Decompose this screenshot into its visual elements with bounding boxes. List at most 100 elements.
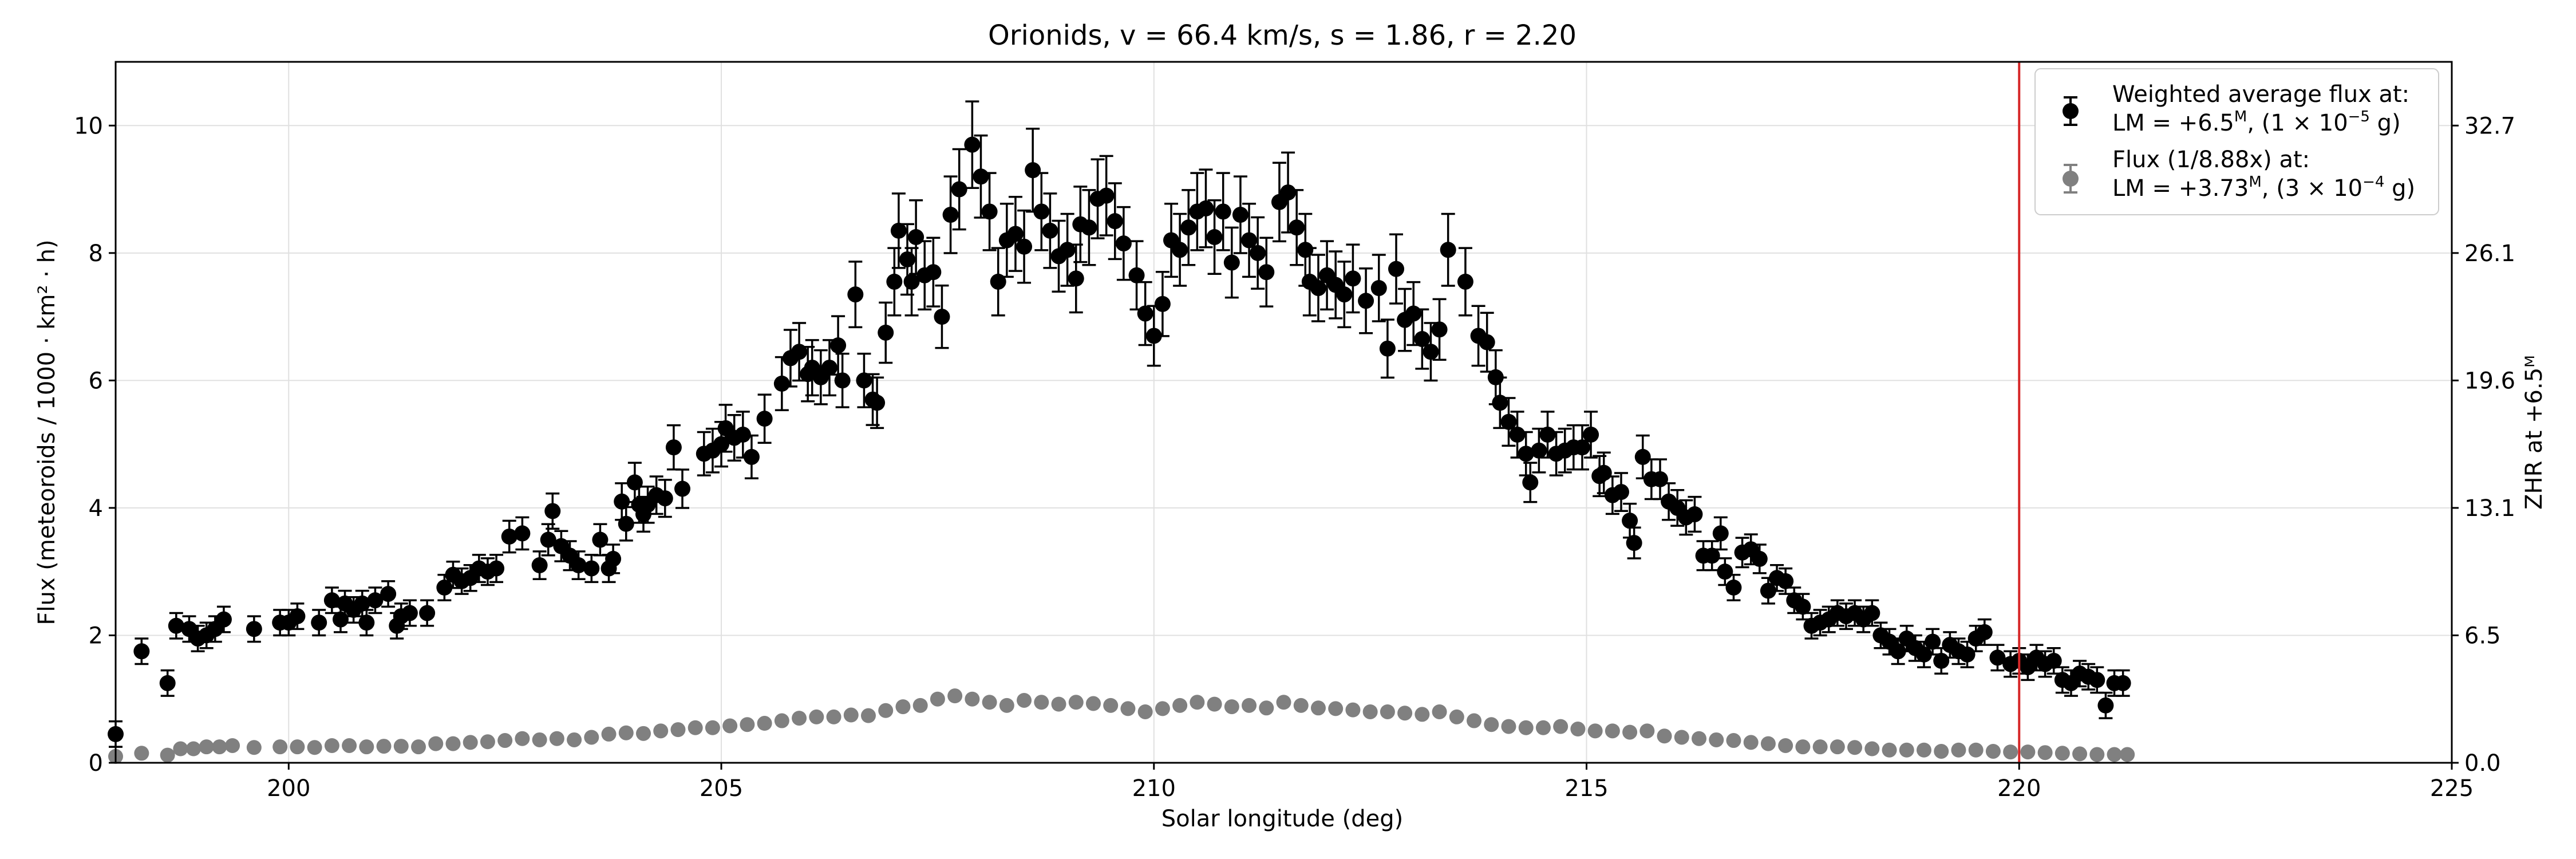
data-point-gray	[1242, 698, 1257, 713]
data-point-black	[1241, 232, 1258, 249]
data-point-gray	[601, 726, 617, 742]
data-point-gray	[1068, 695, 1084, 710]
data-point-black	[1206, 229, 1223, 245]
data-point-gray	[1328, 701, 1344, 716]
data-point-gray	[497, 733, 513, 748]
data-point-gray	[199, 739, 214, 755]
data-point-gray	[895, 699, 911, 715]
data-point-gray	[1985, 743, 2001, 759]
data-point-black	[1172, 242, 1188, 258]
data-point-gray	[1137, 704, 1153, 719]
data-point-black	[2089, 672, 2105, 688]
data-point-black	[1626, 535, 1642, 551]
data-point-gray	[740, 717, 755, 732]
data-point-black	[1297, 242, 1314, 258]
data-point-black	[821, 360, 837, 376]
data-point-gray	[1120, 701, 1136, 716]
data-point-black	[614, 493, 630, 510]
data-point-black	[1457, 273, 1473, 290]
data-point-black	[168, 617, 184, 634]
data-point-gray	[930, 691, 945, 707]
series-black	[108, 100, 2131, 748]
data-point-black	[1025, 162, 1041, 179]
data-point-gray	[1362, 704, 1378, 719]
data-point-gray	[186, 741, 202, 756]
data-point-black	[1574, 439, 1590, 456]
ticks: 200 205 210 215 220 225 0 2 4 6 8 10 0.0 6.5 13.1 19.6 2…	[74, 113, 2515, 802]
data-point-gray	[1726, 733, 1741, 748]
data-point-gray	[653, 723, 669, 739]
data-point-black	[1232, 207, 1249, 223]
data-point-black	[1336, 286, 1353, 303]
y-right-tick-label: 32.7	[2464, 113, 2515, 139]
data-point-gray	[618, 725, 634, 740]
data-point-gray	[212, 739, 227, 755]
data-point-gray	[1760, 736, 1776, 751]
data-point-black	[1388, 261, 1404, 277]
data-point-black	[367, 592, 384, 609]
data-point-black	[544, 503, 561, 519]
data-point-gray	[757, 716, 772, 731]
data-point-black	[323, 592, 340, 609]
data-point-black	[540, 531, 556, 548]
data-point-black	[934, 309, 950, 325]
data-point-gray	[965, 691, 980, 707]
legend-entry-2-line2: LM = +3.73M, (3 × 10−4 g)	[2112, 174, 2415, 202]
data-point-gray	[2089, 747, 2105, 762]
data-point-gray	[1882, 742, 1897, 758]
plot-frame	[114, 61, 2453, 764]
data-point-black	[1622, 513, 1638, 529]
data-point-black	[1864, 605, 1880, 621]
data-point-black	[1358, 293, 1374, 309]
data-point-gray	[1467, 713, 1482, 728]
data-point-gray	[1570, 722, 1586, 737]
data-point-black	[1933, 652, 1950, 669]
data-point-black	[1042, 222, 1058, 239]
data-point-black	[618, 515, 634, 532]
data-point-gray	[584, 730, 599, 745]
data-point-gray	[1415, 707, 1430, 722]
data-point-gray	[1172, 698, 1188, 713]
data-point-gray	[1778, 738, 1793, 753]
data-point-gray	[1190, 695, 1205, 710]
data-point-gray	[1968, 742, 1984, 758]
data-point-black	[1479, 334, 1495, 350]
data-point-black	[1379, 340, 1396, 357]
data-point-black	[583, 560, 600, 577]
data-point-black	[1751, 550, 1768, 567]
data-point-black	[1223, 254, 1240, 271]
data-point-black	[1925, 633, 1941, 650]
x-tick-label: 205	[700, 775, 743, 802]
data-point-gray	[1432, 704, 1447, 719]
data-point-gray	[1795, 739, 1811, 755]
data-point-gray	[722, 718, 738, 734]
data-point-black	[1423, 344, 1439, 360]
data-point-black	[657, 490, 673, 507]
data-point-gray	[1345, 702, 1361, 718]
data-point-black	[1280, 184, 1297, 201]
data-point-gray	[809, 709, 824, 724]
data-point-gray	[515, 731, 530, 746]
y-axis-right-label: ZHR at +6.5ᴹ	[2521, 355, 2547, 510]
legend-entry-2-line1: Flux (1/8.88x) at:	[2112, 147, 2310, 173]
data-point-black	[1289, 219, 1305, 236]
data-point-black	[592, 531, 609, 548]
x-axis-label: Solar longitude (deg)	[1161, 806, 1403, 832]
data-point-black	[2045, 652, 2062, 669]
data-point-gray	[1518, 720, 1534, 735]
data-point-black	[1431, 321, 1448, 338]
data-point-gray	[532, 732, 547, 747]
data-point-gray	[463, 735, 478, 750]
data-point-gray	[999, 698, 1014, 713]
data-point-gray	[359, 739, 374, 755]
data-point-gray	[246, 740, 262, 755]
data-point-black	[1686, 506, 1703, 523]
data-point-black	[964, 136, 981, 153]
data-point-gray	[2072, 746, 2088, 762]
data-point-black	[1128, 267, 1145, 283]
data-point-gray	[1501, 719, 1516, 734]
y-tick-label: 4	[89, 495, 103, 522]
data-point-black	[773, 375, 790, 392]
data-point-gray	[1310, 700, 1326, 716]
data-point-gray	[1224, 699, 1239, 715]
